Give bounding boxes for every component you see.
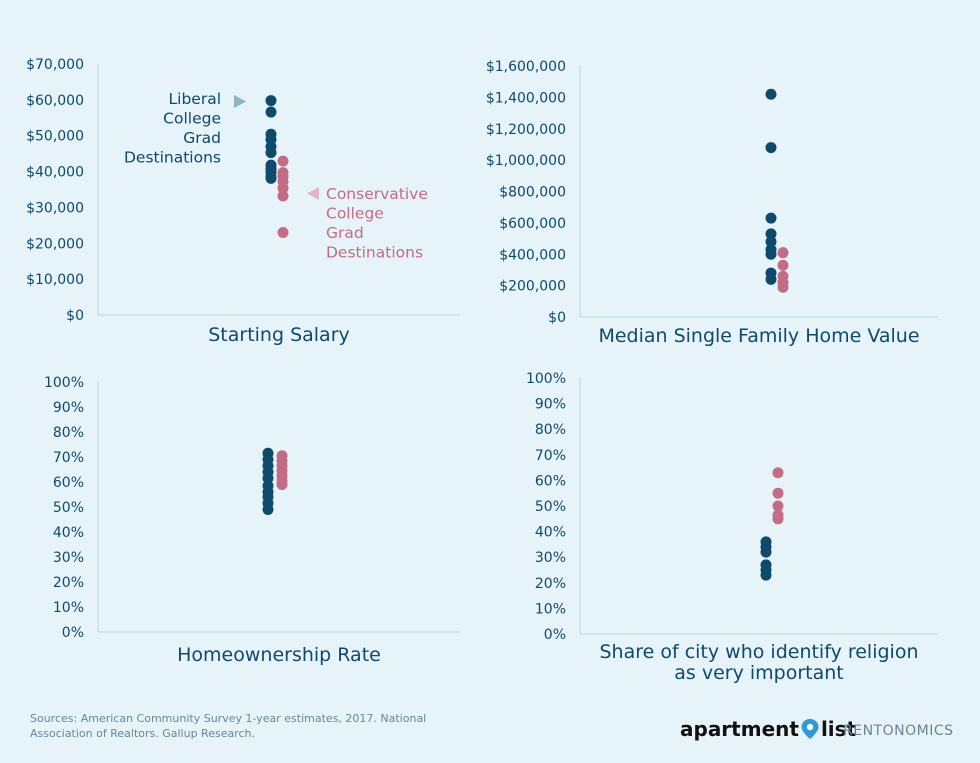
x-axis-label: Share of city who identify religion [599, 641, 918, 663]
y-tick-label: $70,000 [26, 57, 84, 73]
y-tick-label: $1,400,000 [486, 90, 566, 106]
map-pin-icon [801, 719, 819, 739]
y-tick-label: 60% [535, 473, 566, 489]
liberal-data-point [760, 546, 772, 558]
y-tick-label: 60% [53, 475, 84, 491]
conservative-data-point [777, 259, 789, 271]
brand-name-part2: list [820, 717, 857, 741]
y-tick-label: $200,000 [499, 279, 566, 295]
conservative-annotation-line: Destinations [326, 244, 423, 262]
sources-line-1: Sources: American Community Survey 1-yea… [30, 712, 427, 725]
liberal-data-point [765, 88, 777, 100]
y-tick-label: 20% [53, 575, 84, 591]
liberal-data-point [765, 248, 777, 260]
conservative-data-point [277, 182, 289, 194]
y-tick-label: 100% [44, 375, 84, 391]
y-tick-label: $600,000 [499, 216, 566, 232]
liberal-annotation-line: College [163, 110, 221, 128]
y-tick-label: 30% [53, 550, 84, 566]
y-tick-label: 30% [535, 550, 566, 566]
liberal-annotation-line: Grad [183, 129, 221, 147]
y-tick-label: 90% [535, 397, 566, 413]
brand-name-part1: apartment [680, 717, 799, 741]
y-tick-label: 70% [535, 448, 566, 464]
x-axis-label: as very important [674, 662, 843, 684]
y-tick-label: $40,000 [26, 165, 84, 181]
y-tick-label: 50% [535, 499, 566, 515]
apartment-list-logo: apartment list RENTONOMICS [680, 713, 970, 749]
x-axis-label: Median Single Family Home Value [598, 325, 919, 347]
conservative-data-point [777, 247, 789, 259]
y-tick-label: $400,000 [499, 247, 566, 263]
y-tick-label: 0% [544, 627, 566, 643]
liberal-data-point [265, 147, 277, 159]
conservative-data-point [772, 513, 784, 525]
y-tick-label: $50,000 [26, 129, 84, 145]
y-tick-label: $60,000 [26, 93, 84, 109]
y-tick-label: $1,200,000 [486, 122, 566, 138]
liberal-data-point [765, 228, 777, 240]
x-axis-label: Starting Salary [208, 324, 350, 346]
y-tick-label: 70% [53, 450, 84, 466]
conservative-data-point [277, 190, 289, 202]
chart-grid: $0 $10,000 $20,000 $30,000 $40,000 $50,000 $60… [26, 57, 938, 684]
y-tick-label: 40% [53, 525, 84, 541]
liberal-data-point [765, 236, 777, 248]
sources-note: Sources: American Community Survey 1-yea… [30, 711, 450, 741]
liberal-data-point [265, 172, 277, 184]
liberal-data-point [765, 273, 777, 285]
liberal-data-point [760, 569, 772, 581]
conservative-data-point [772, 467, 784, 479]
brand-subtitle: RENTONOMICS [843, 723, 954, 739]
y-tick-label: 80% [53, 425, 84, 441]
sources-line-2: Association of Realtors. Gallup Research… [30, 727, 256, 740]
y-tick-label: 10% [53, 600, 84, 616]
conservative-arrow-icon [307, 187, 319, 200]
y-tick-label: 0% [62, 625, 84, 641]
y-tick-label: 20% [535, 576, 566, 592]
conservative-data-point [276, 479, 288, 490]
liberal-data-point [262, 504, 274, 515]
conservative-annotation-line: Grad [326, 224, 364, 242]
y-tick-label: $0 [548, 310, 566, 326]
conservative-data-point [772, 500, 784, 512]
conservative-data-point [777, 281, 789, 293]
liberal-arrow-icon [234, 95, 246, 108]
conservative-data-point [277, 155, 289, 167]
y-tick-label: $20,000 [26, 236, 84, 252]
conservative-data-point [772, 487, 784, 499]
x-axis-label: Homeownership Rate [177, 644, 381, 666]
y-tick-label: 90% [53, 400, 84, 416]
y-tick-label: $1,000,000 [486, 153, 566, 169]
y-tick-label: 40% [535, 525, 566, 541]
conservative-annotation-line: Conservative [326, 185, 428, 203]
y-tick-label: 10% [535, 601, 566, 617]
y-tick-label: $0 [66, 308, 84, 324]
y-tick-label: $30,000 [26, 200, 84, 216]
liberal-annotation-line: Liberal [169, 90, 222, 108]
liberal-data-point [765, 142, 777, 154]
liberal-data-point [265, 95, 277, 107]
liberal-annotation-line: Destinations [124, 149, 221, 167]
liberal-data-point [265, 106, 277, 118]
conservative-data-point [277, 227, 289, 239]
y-tick-label: $800,000 [499, 185, 566, 201]
liberal-data-point [765, 212, 777, 224]
y-tick-label: 50% [53, 500, 84, 516]
y-tick-label: $10,000 [26, 272, 84, 288]
y-tick-label: $1,600,000 [486, 59, 566, 75]
conservative-annotation-line: College [326, 205, 384, 223]
y-tick-label: 100% [526, 371, 566, 387]
y-tick-label: 80% [535, 422, 566, 438]
